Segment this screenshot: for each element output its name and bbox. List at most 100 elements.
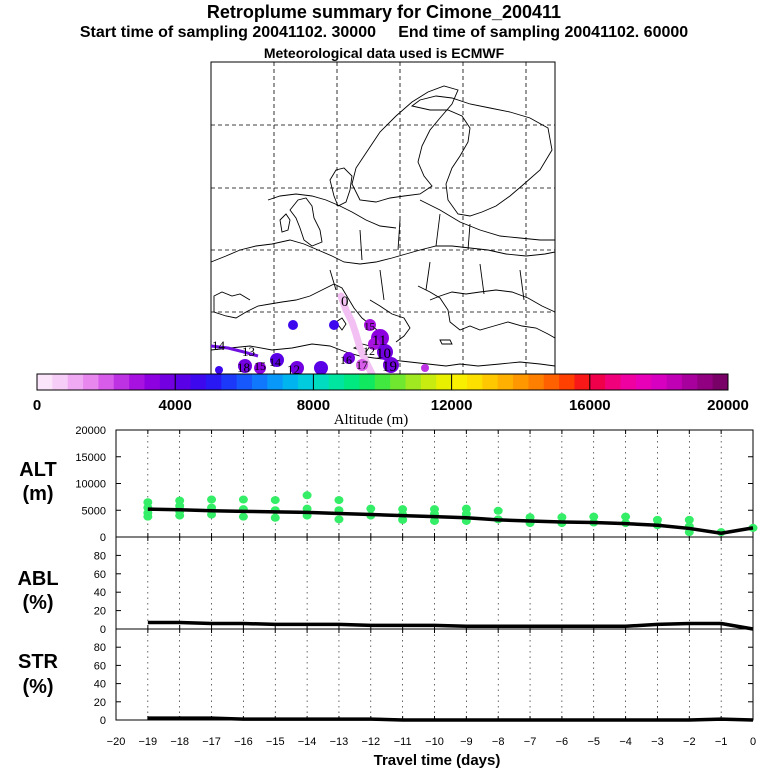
start-time-text: Start time of sampling 20041102. 30000: [79, 24, 376, 41]
colorbar-cell: [205, 374, 222, 390]
xtick-label: −4: [619, 736, 632, 748]
plume-label: 19: [382, 359, 397, 375]
colorbar-cell: [83, 374, 99, 390]
xtick-label: −20: [107, 736, 126, 748]
plume-dot: [377, 344, 393, 360]
xtick-label: −15: [266, 736, 285, 748]
xtick-label: 0: [750, 736, 756, 748]
colorbar-cell: [436, 374, 453, 390]
plume-label: 18: [237, 360, 250, 375]
plume-label: 17: [356, 358, 368, 372]
scatter-point: [398, 515, 408, 524]
xtick-label: −2: [683, 736, 696, 748]
scatter-point: [302, 491, 312, 500]
met-data-line: Meteorological data used is ECMWF: [263, 45, 505, 61]
ytick-label: 0: [100, 532, 106, 544]
xtick-label: −13: [330, 736, 349, 748]
colorbar-cell: [267, 374, 284, 390]
coastlines: [210, 85, 556, 367]
ytick-label: 10000: [75, 479, 106, 491]
colorbar-cell: [513, 374, 529, 390]
colorbar-cell: [605, 374, 622, 390]
colorbar-cell: [712, 374, 729, 390]
scatter-point: [493, 506, 503, 515]
xtick-label: −18: [170, 736, 189, 748]
xtick-label: −1: [715, 736, 728, 748]
x-axis-label: Travel time (days): [374, 752, 501, 768]
colorbar-cell: [313, 374, 330, 390]
colorbar-cell: [98, 374, 115, 390]
plume-label: 14: [212, 338, 226, 353]
ytick-label: 40: [94, 587, 106, 599]
colorbar-cell: [482, 374, 499, 390]
colorbar-cell: [359, 374, 376, 390]
ytick-label: 0: [100, 624, 106, 636]
ytick-label: 60: [94, 569, 106, 581]
colorbar-cell: [144, 374, 161, 390]
ytick-label: 40: [94, 679, 106, 691]
scatter-point: [334, 496, 344, 505]
xtick-label: −5: [587, 736, 600, 748]
plume-dot: [329, 320, 339, 330]
xtick-label: −12: [361, 736, 380, 748]
colorbar-cell: [52, 374, 69, 390]
xtick-label: −7: [524, 736, 537, 748]
plume-labels: 0 15 11 12 10 17 19 16 14 13 18 15 12 14: [212, 294, 397, 377]
plume-label: 12: [363, 344, 375, 358]
plume-label: 15: [364, 321, 376, 333]
plume-dot: [421, 364, 429, 372]
plume-dot: [288, 320, 298, 330]
xtick-label: −3: [651, 736, 664, 748]
xtick-label: −19: [139, 736, 158, 748]
alt-panel-label: ALT: [19, 459, 56, 481]
xtick-label: −11: [394, 736, 412, 748]
alt-panel-unit: (m): [22, 483, 53, 505]
colorbar-cell: [405, 374, 422, 390]
ytick-label: 20000: [75, 425, 106, 437]
colorbar-cell: [298, 374, 314, 390]
plume-dot: [383, 357, 399, 373]
plume-dot: [270, 353, 284, 367]
colorbar-cell: [390, 374, 407, 390]
sampling-times: Start time of sampling 20041102. 30000 E…: [0, 24, 768, 42]
colorbar-cell: [543, 374, 560, 390]
colorbar-cell: [681, 374, 698, 390]
plume-dot: [215, 366, 223, 374]
colorbar-tick-label: 16000: [569, 397, 611, 414]
colorbar-cell: [420, 374, 437, 390]
abl-panel-unit: (%): [22, 592, 53, 614]
plume-dot: [290, 361, 304, 375]
scatter-point: [557, 513, 567, 522]
plume-dot: [364, 319, 376, 331]
scatter-point: [430, 516, 439, 525]
scatter-point: [621, 512, 631, 521]
plume-map: 0 15 11 12 10 17 19 16 14 13 18 15 12 14: [210, 61, 556, 378]
colorbar-cell: [175, 374, 192, 390]
ytick-label: 80: [94, 642, 106, 654]
colorbar-tick-label: 8000: [297, 397, 330, 414]
scatter-point: [270, 513, 280, 522]
colorbar-label: Altitude (m): [334, 412, 409, 428]
colorbar-cell: [466, 374, 483, 390]
ytick-label: 20: [94, 697, 106, 709]
colorbar-cell: [666, 374, 683, 390]
colorbar-cell: [236, 374, 253, 390]
xtick-label: −6: [556, 736, 569, 748]
plume-dot: [238, 359, 252, 373]
scatter-point: [589, 512, 599, 521]
plume-label: 14: [269, 355, 281, 369]
plume-dot: [254, 362, 266, 374]
colorbar-cell: [651, 374, 668, 390]
scatter-point: [207, 495, 217, 504]
scatter-point: [270, 496, 280, 505]
str-panel-label: STR: [18, 651, 59, 673]
scatter-point: [366, 504, 376, 513]
colorbar-cell: [221, 374, 238, 390]
scatter-point: [238, 512, 248, 521]
scatter-point: [143, 512, 153, 521]
colorbar-cell: [574, 374, 591, 390]
time-series-panels: 0 5000 10000 15000 20000 0 20 40 60 80 0 20 40 60 80 −…: [17, 425, 758, 768]
ytick-label: 80: [94, 550, 106, 562]
colorbar-cell: [113, 374, 130, 390]
colorbar-cell: [159, 374, 176, 390]
